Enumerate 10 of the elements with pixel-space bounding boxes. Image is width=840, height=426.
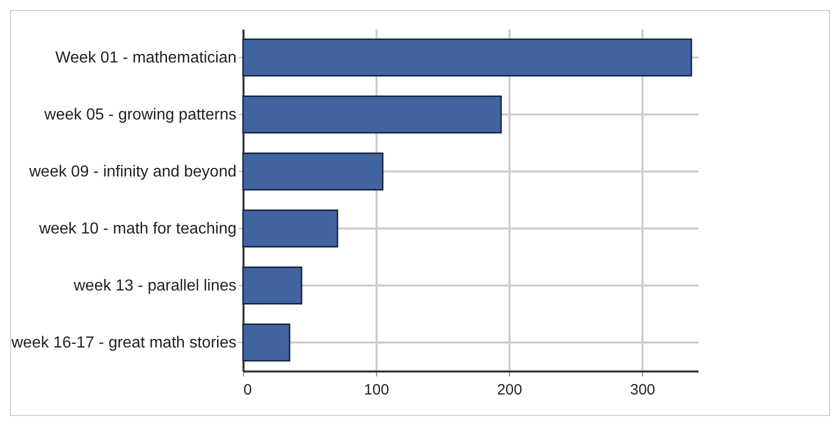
x-tick-label: 0 xyxy=(244,382,252,398)
x-tick-label: 100 xyxy=(364,382,390,398)
y-tick-label: Week 01 - mathematician xyxy=(55,50,236,66)
y-tick-label: week 13 - parallel lines xyxy=(72,278,236,294)
y-tick-label: week 05 - growing patterns xyxy=(43,106,236,124)
y-tick-label: week 16-17 - great math stories xyxy=(10,334,236,352)
y-tick-label: week 09 - infinity and beyond xyxy=(28,164,236,180)
y-tick-label: week 10 - math for teaching xyxy=(38,220,236,238)
x-tick-label: 300 xyxy=(630,382,656,398)
x-tick-label: 200 xyxy=(497,382,522,398)
